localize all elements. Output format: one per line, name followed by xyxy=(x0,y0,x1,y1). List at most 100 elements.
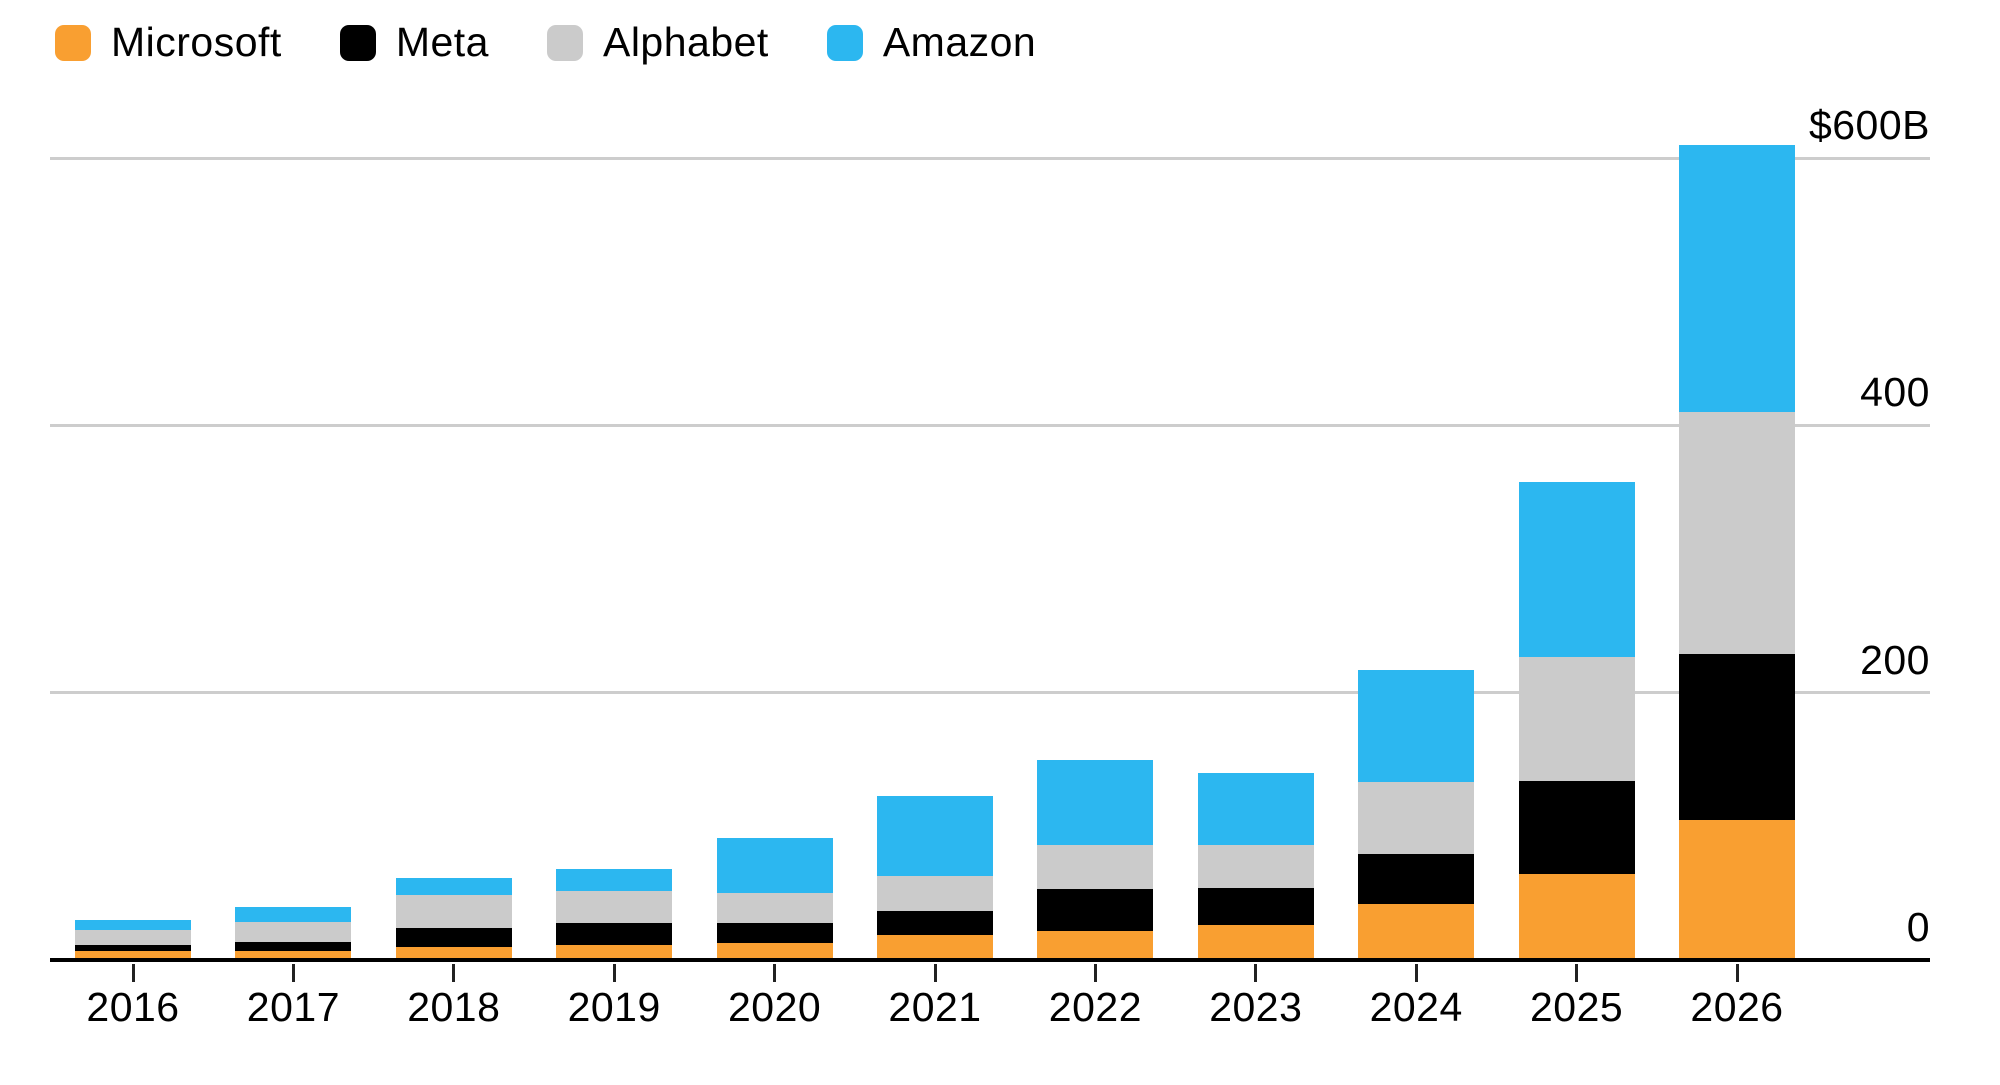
legend-item-microsoft: Microsoft xyxy=(55,22,282,63)
bar-segment-2025-alphabet xyxy=(1518,656,1635,781)
bar-segment-2026-amazon xyxy=(1679,144,1795,412)
x-axis-label-2023: 2023 xyxy=(1209,984,1303,1030)
bar-segment-2017-alphabet xyxy=(235,921,352,942)
x-axis-label-2021: 2021 xyxy=(888,984,982,1030)
bar-segment-2019-alphabet xyxy=(556,890,673,924)
y-axis-label-0: $600B xyxy=(1808,102,1930,148)
bar-segment-2025-amazon xyxy=(1518,481,1635,657)
bar-2021 xyxy=(877,795,993,960)
bar-segment-2022-microsoft xyxy=(1037,930,1154,960)
x-tick-2020 xyxy=(773,964,777,982)
x-axis-label-2016: 2016 xyxy=(86,984,180,1030)
bar-segment-2020-amazon xyxy=(716,838,833,893)
bar-segment-2021-microsoft xyxy=(877,934,993,960)
x-axis-line xyxy=(50,958,1930,962)
gridline-400 xyxy=(50,423,1930,427)
legend-swatch-microsoft xyxy=(55,24,91,61)
bar-segment-2025-microsoft xyxy=(1518,874,1635,960)
bar-segment-2017-microsoft xyxy=(235,950,352,960)
bar-segment-2022-alphabet xyxy=(1037,845,1154,890)
x-tick-2025 xyxy=(1575,964,1579,982)
x-axis-label-2019: 2019 xyxy=(567,984,661,1030)
bar-2025 xyxy=(1518,481,1635,960)
bar-segment-2019-microsoft xyxy=(556,944,673,960)
x-tick-2021 xyxy=(933,964,937,982)
y-axis-label-3: 0 xyxy=(1906,904,1930,950)
bar-segment-2018-meta xyxy=(395,927,512,947)
plot-area: $600B 400 200 0 2016 2017 2018 2019 2020 2021 2022… xyxy=(50,105,1930,1028)
bar-segment-2016-alphabet xyxy=(75,929,191,945)
legend-label-amazon: Amazon xyxy=(882,19,1037,65)
bar-segment-2017-amazon xyxy=(235,906,352,922)
bar-segment-2026-alphabet xyxy=(1679,412,1795,654)
bar-segment-2020-meta xyxy=(716,922,833,943)
bar-segment-2024-amazon xyxy=(1358,669,1475,782)
bar-segment-2024-alphabet xyxy=(1358,781,1475,854)
bar-segment-2019-meta xyxy=(556,923,673,945)
bar-2017 xyxy=(235,906,352,960)
x-axis-label-2017: 2017 xyxy=(246,984,340,1030)
legend-item-meta: Meta xyxy=(339,19,489,65)
bar-segment-2018-microsoft xyxy=(395,946,512,960)
bar-segment-2017-meta xyxy=(235,941,352,951)
legend-label-alphabet: Alphabet xyxy=(602,19,769,65)
x-tick-2018 xyxy=(452,964,456,982)
bar-2018 xyxy=(395,877,512,960)
bar-segment-2023-meta xyxy=(1197,887,1314,926)
y-axis-label-1: 400 xyxy=(1860,369,1930,416)
bar-segment-2021-amazon xyxy=(877,795,993,877)
x-tick-2023 xyxy=(1254,964,1258,982)
x-axis-label-2024: 2024 xyxy=(1369,984,1463,1030)
legend-swatch-alphabet xyxy=(546,24,583,61)
legend: Microsoft Meta Alphabet Amazon xyxy=(55,22,1036,63)
x-axis-label-2020: 2020 xyxy=(727,984,822,1030)
gridline-600 xyxy=(50,156,1930,160)
bar-segment-2019-amazon xyxy=(556,869,673,891)
legend-label-microsoft: Microsoft xyxy=(111,19,282,65)
bar-2023 xyxy=(1197,772,1314,960)
x-axis-label-2022: 2022 xyxy=(1048,984,1142,1030)
bar-2019 xyxy=(556,869,673,960)
x-axis-label-2025: 2025 xyxy=(1529,984,1624,1030)
bar-segment-2022-amazon xyxy=(1037,760,1154,846)
bar-segment-2024-microsoft xyxy=(1358,903,1475,960)
bar-segment-2023-alphabet xyxy=(1197,845,1314,888)
bar-segment-2016-amazon xyxy=(75,919,191,930)
y-axis-label-2: 200 xyxy=(1860,636,1930,683)
bar-segment-2020-microsoft xyxy=(716,942,833,960)
legend-swatch-meta xyxy=(339,24,376,61)
bar-2024 xyxy=(1358,669,1475,960)
x-axis-label-2018: 2018 xyxy=(407,984,501,1030)
bar-2020 xyxy=(716,838,833,960)
x-tick-2024 xyxy=(1414,964,1418,982)
x-tick-2022 xyxy=(1093,964,1097,982)
gridline-200 xyxy=(50,691,1930,695)
bar-segment-2016-meta xyxy=(75,944,191,951)
bar-segment-2025-meta xyxy=(1518,780,1635,875)
bar-segment-2021-meta xyxy=(877,910,993,935)
bar-segment-2018-amazon xyxy=(395,877,512,895)
bar-segment-2020-alphabet xyxy=(716,892,833,923)
bar-segment-2016-microsoft xyxy=(75,950,191,960)
x-tick-2017 xyxy=(291,964,295,982)
legend-item-amazon: Amazon xyxy=(826,19,1037,65)
bar-2022 xyxy=(1037,760,1154,960)
legend-swatch-amazon xyxy=(826,24,863,61)
bar-segment-2026-meta xyxy=(1679,653,1795,820)
x-tick-2026 xyxy=(1735,964,1739,982)
bar-2026 xyxy=(1679,144,1795,960)
bar-2016 xyxy=(75,919,191,960)
bar-segment-2022-meta xyxy=(1037,889,1154,931)
legend-label-meta: Meta xyxy=(395,19,489,65)
bar-segment-2018-alphabet xyxy=(395,894,512,928)
bar-segment-2024-meta xyxy=(1358,853,1475,904)
bar-segment-2023-microsoft xyxy=(1197,925,1314,960)
bar-segment-2021-alphabet xyxy=(877,876,993,911)
x-tick-2016 xyxy=(131,964,135,982)
bar-segment-2026-microsoft xyxy=(1679,819,1795,960)
bar-segment-2023-amazon xyxy=(1197,772,1314,846)
x-axis-label-2026: 2026 xyxy=(1690,984,1784,1030)
legend-item-alphabet: Alphabet xyxy=(546,19,769,65)
x-tick-2019 xyxy=(612,964,616,982)
